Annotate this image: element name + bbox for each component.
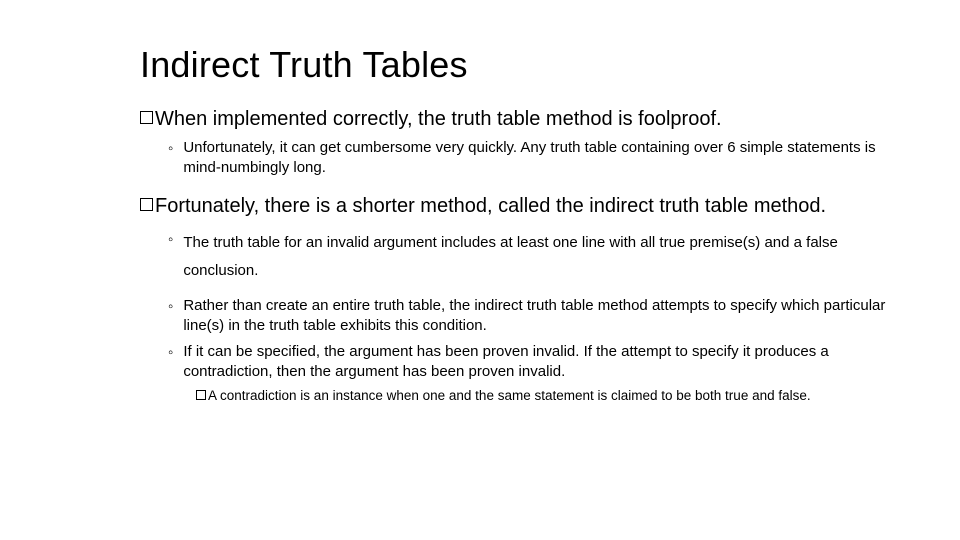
subpoint-rather-than: ◦ Rather than create an entire truth tab…: [168, 296, 890, 337]
circle-bullet-icon: ◦: [168, 297, 173, 317]
circle-bullet-icon: ◦: [168, 343, 173, 363]
subpoint-text: If it can be specified, the argument has…: [183, 342, 890, 383]
bullet-fortunately: Fortunately, there is a shorter method, …: [140, 193, 890, 219]
bullet-text: Fortunately, there is a shorter method, …: [155, 193, 890, 219]
subpoint-if-specified: ◦ If it can be specified, the argument h…: [168, 342, 890, 383]
bullet-when-implemented: When implemented correctly, the truth ta…: [140, 106, 890, 132]
square-bullet-icon: [196, 390, 206, 400]
square-bullet-icon: [140, 198, 153, 211]
subpoint-invalid-argument: ◦ The truth table for an invalid argumen…: [168, 229, 890, 286]
subsubpoint-text: A contradiction is an instance when one …: [208, 387, 890, 405]
circle-bullet-icon: ◦: [168, 230, 173, 250]
square-bullet-icon: [140, 111, 153, 124]
bullet-text: When implemented correctly, the truth ta…: [155, 106, 890, 132]
circle-bullet-icon: ◦: [168, 139, 173, 159]
subpoint-text: Unfortunately, it can get cumbersome ver…: [183, 138, 890, 179]
slide-title: Indirect Truth Tables: [140, 44, 890, 86]
subpoint-unfortunately: ◦ Unfortunately, it can get cumbersome v…: [168, 138, 890, 179]
subsubpoint-contradiction: A contradiction is an instance when one …: [196, 387, 890, 405]
subpoint-text: The truth table for an invalid argument …: [183, 229, 890, 286]
subpoint-text: Rather than create an entire truth table…: [183, 296, 890, 337]
slide: Indirect Truth Tables When implemented c…: [0, 0, 960, 540]
